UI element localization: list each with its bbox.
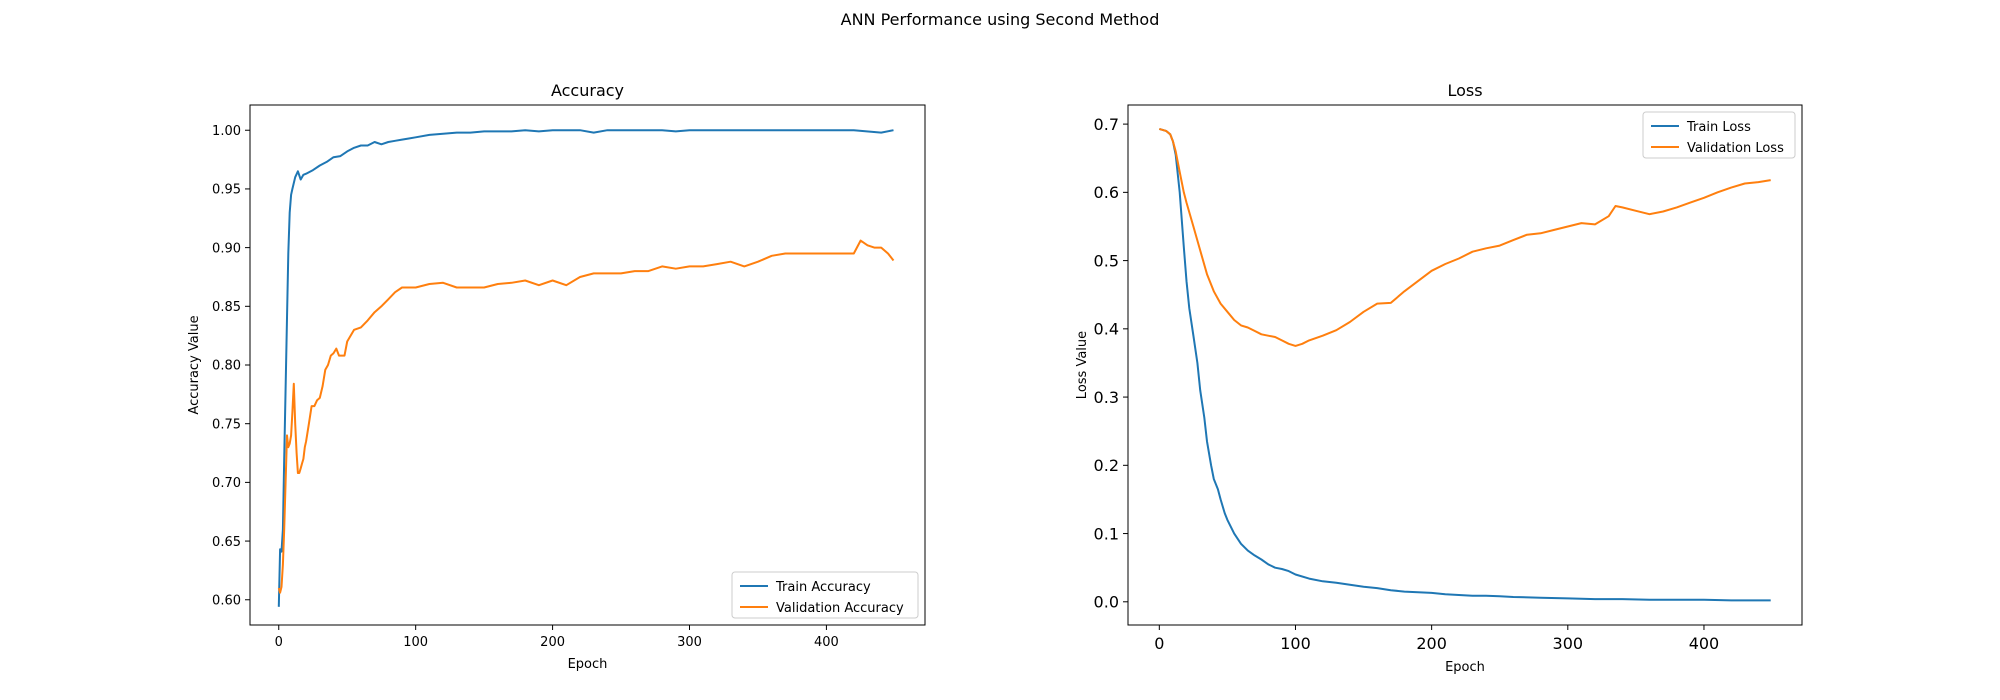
- y-tick-label: 0.65: [212, 535, 241, 550]
- legend-box: [1642, 111, 1796, 159]
- y-tick-label: 0.3: [1094, 388, 1119, 407]
- figure-suptitle: ANN Performance using Second Method: [841, 10, 1160, 29]
- legend-box: [731, 571, 919, 619]
- x-axis-label: Epoch: [568, 657, 608, 672]
- x-tick-label: 400: [1689, 634, 1720, 653]
- y-tick-label: 0.0: [1094, 593, 1119, 612]
- series-line-train-loss: [1159, 127, 1771, 602]
- loss-chart: Loss 0 100 200 300 400 0.0 0.1 0.2 0.3 0.4 0.5 0.6 0.…: [1075, 81, 1803, 675]
- plot-frame: [1127, 104, 1803, 626]
- chart-title: Loss: [1447, 81, 1482, 100]
- x-tick-label: 400: [814, 635, 839, 650]
- y-axis-label: Loss Value: [1075, 331, 1090, 399]
- legend-label: Validation Accuracy: [776, 601, 904, 616]
- legend-label: Train Accuracy: [775, 580, 871, 595]
- x-tick-label: 300: [1553, 634, 1584, 653]
- legend-label: Validation Loss: [1687, 141, 1784, 156]
- y-tick-label: 0.6: [1094, 183, 1119, 202]
- plot-frame: [249, 104, 926, 626]
- x-tick-label: 200: [1416, 634, 1447, 653]
- accuracy-chart: Accuracy 0 100 200 300 400 0.60 0.65 0.70 0.75 0.8…: [187, 81, 926, 672]
- y-tick-label: 0.1: [1094, 524, 1119, 543]
- y-tick-label: 0.7: [1094, 115, 1119, 134]
- legend: Train Loss Validation Loss: [1642, 111, 1796, 159]
- x-axis-label: Epoch: [1445, 660, 1485, 675]
- chart-title: Accuracy: [551, 81, 624, 100]
- series-line-train-accuracy: [277, 129, 894, 607]
- series-line-validation-loss: [1159, 127, 1771, 347]
- x-tick-label: 300: [677, 635, 702, 650]
- y-axis-label: Accuracy Value: [187, 315, 202, 414]
- y-tick-label: 0.60: [212, 593, 241, 608]
- y-tick-label: 0.90: [212, 241, 241, 256]
- y-tick-label: 0.2: [1094, 456, 1119, 475]
- x-tick-label: 100: [403, 635, 428, 650]
- y-tick-label: 0.80: [212, 359, 241, 374]
- x-tick-label: 200: [540, 635, 565, 650]
- x-tick-label: 0: [1154, 634, 1164, 653]
- y-tick-label: 1.00: [212, 124, 241, 139]
- y-tick-label: 0.95: [212, 183, 241, 198]
- y-tick-label: 0.85: [212, 300, 241, 315]
- y-tick-label: 0.70: [212, 476, 241, 491]
- legend: Train Accuracy Validation Accuracy: [731, 571, 919, 619]
- legend-label: Train Loss: [1686, 120, 1751, 135]
- x-tick-label: 0: [275, 635, 283, 650]
- x-tick-label: 100: [1280, 634, 1311, 653]
- y-tick-label: 0.5: [1094, 251, 1119, 270]
- y-tick-label: 0.75: [212, 417, 241, 432]
- y-tick-label: 0.4: [1094, 320, 1119, 339]
- series-line-validation-accuracy: [277, 239, 895, 594]
